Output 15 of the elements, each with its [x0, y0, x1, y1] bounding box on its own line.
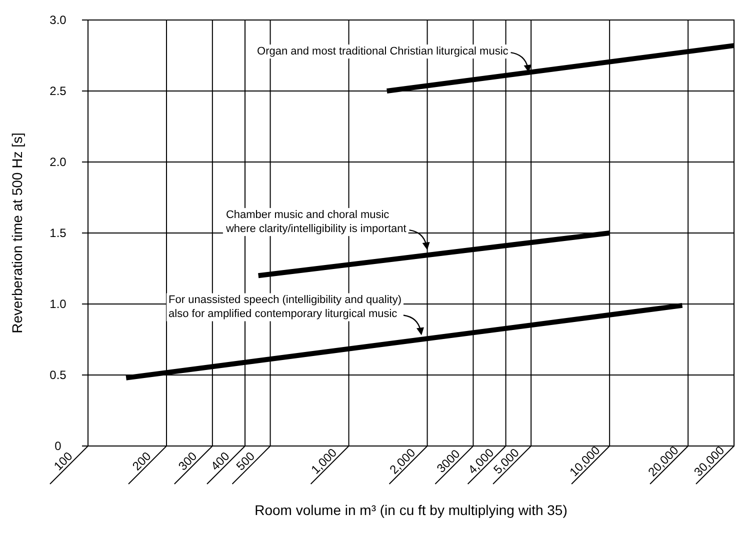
x-tick-label: 400 [208, 448, 232, 474]
x-axis-title: Room volume in m³ (in cu ft by multiplying with 35) [254, 502, 568, 518]
x-tick-label: 300 [176, 448, 200, 474]
y-axis-title: Reverberation time at 500 Hz [s] [9, 132, 25, 334]
annotation: Chamber music and choral music where clarity/intelligibility is important [224, 209, 406, 236]
x-tick-label: 500 [233, 448, 258, 474]
y-tick-label: 2.0 [50, 155, 67, 170]
y-tick-label: 0.5 [50, 368, 67, 382]
x-tick-label: 200 [130, 448, 154, 474]
y-tick-label: 1.5 [50, 226, 67, 240]
y-tick-label: 3.0 [50, 13, 67, 28]
annotation: Organ and most traditional Christian liturgical music [257, 46, 509, 58]
annotation: For unassisted speech (intelligibility and quality) also for amplified contemporary liturgical music [168, 294, 402, 320]
y-tick-label: 2.5 [50, 84, 67, 98]
y-tick-label: 1.0 [50, 297, 67, 312]
